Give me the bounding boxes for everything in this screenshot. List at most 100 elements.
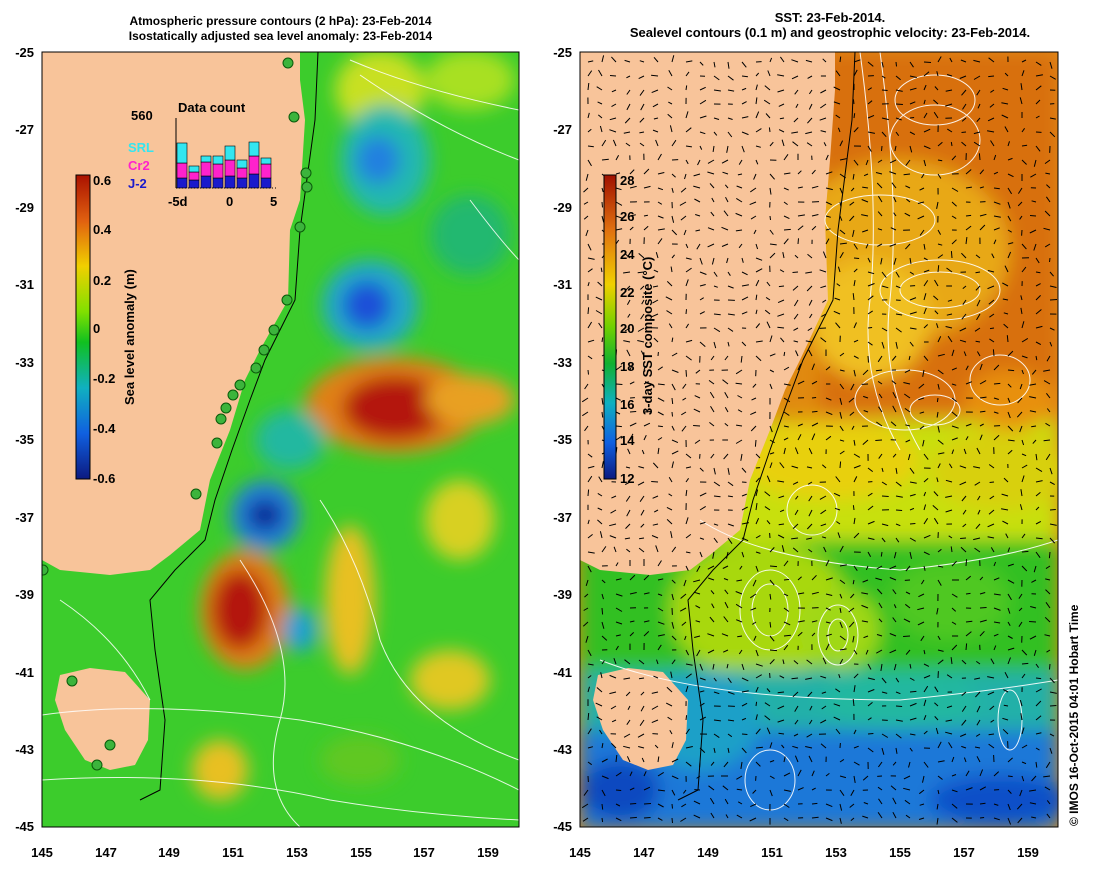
velocity-arrow <box>923 99 926 105</box>
velocity-arrow <box>811 433 816 441</box>
velocity-arrow <box>811 591 819 595</box>
velocity-arrow <box>965 620 973 623</box>
velocity-arrow <box>713 341 717 349</box>
velocity-arrow <box>862 186 869 189</box>
velocity-arrow <box>1007 635 1013 639</box>
velocity-arrow <box>974 481 981 486</box>
velocity-arrow <box>794 447 799 455</box>
velocity-arrow <box>1035 677 1042 680</box>
velocity-arrow <box>920 579 925 585</box>
velocity-arrow <box>1049 663 1051 670</box>
velocity-arrow <box>839 450 845 455</box>
velocity-arrow <box>825 633 832 637</box>
velocity-arrow <box>671 621 675 629</box>
velocity-arrow <box>741 296 749 301</box>
velocity-arrow <box>811 214 819 217</box>
velocity-arrow <box>727 285 734 289</box>
velocity-arrow <box>937 579 942 586</box>
velocity-arrow <box>797 423 803 427</box>
velocity-arrow <box>685 257 692 260</box>
velocity-arrow <box>797 787 804 791</box>
velocity-arrow <box>905 439 911 443</box>
velocity-arrow <box>904 603 911 609</box>
velocity-arrow <box>685 565 689 571</box>
velocity-arrow <box>783 593 789 597</box>
velocity-arrow <box>769 760 775 763</box>
velocity-arrow <box>587 489 590 497</box>
velocity-arrow <box>755 701 758 707</box>
velocity-arrow <box>755 145 761 148</box>
velocity-arrow <box>722 171 729 175</box>
velocity-arrow <box>936 201 939 209</box>
velocity-arrow <box>779 117 785 120</box>
velocity-arrow <box>696 649 701 657</box>
velocity-arrow <box>993 411 999 414</box>
velocity-arrow <box>741 733 748 735</box>
velocity-arrow <box>657 172 665 175</box>
velocity-arrow <box>948 463 953 469</box>
velocity-arrow <box>993 645 997 651</box>
data-count-bar-segment <box>212 177 224 189</box>
velocity-arrow <box>937 659 944 665</box>
velocity-arrow <box>1007 547 1011 553</box>
velocity-arrow <box>959 339 967 343</box>
velocity-arrow <box>713 117 720 120</box>
velocity-arrow <box>601 546 607 553</box>
velocity-arrow <box>791 59 799 63</box>
velocity-arrow <box>917 215 925 220</box>
velocity-arrow <box>805 340 813 343</box>
velocity-arrow <box>727 733 733 738</box>
velocity-arrow <box>726 145 729 153</box>
velocity-arrow <box>808 719 813 725</box>
velocity-arrow <box>961 141 967 147</box>
velocity-arrow <box>825 607 831 611</box>
velocity-arrow <box>1021 727 1025 735</box>
velocity-arrow <box>683 229 687 236</box>
velocity-arrow <box>777 89 785 93</box>
velocity-arrow <box>807 691 813 697</box>
velocity-arrow <box>736 775 743 780</box>
velocity-arrow <box>934 702 939 707</box>
velocity-arrow <box>783 351 786 357</box>
velocity-arrow <box>951 437 958 441</box>
velocity-arrow <box>1045 565 1051 570</box>
lon-tick: 159 <box>1017 845 1039 860</box>
velocity-arrow <box>903 173 911 176</box>
velocity-arrow <box>965 787 973 791</box>
velocity-arrow <box>665 296 673 301</box>
velocity-arrow <box>1035 715 1042 721</box>
velocity-arrow <box>1019 215 1023 220</box>
velocity-arrow <box>863 635 869 639</box>
velocity-arrow <box>769 173 775 180</box>
velocity-arrow <box>1004 265 1009 273</box>
velocity-arrow <box>609 674 617 679</box>
velocity-arrow <box>853 113 856 119</box>
velocity-arrow <box>1049 131 1056 138</box>
velocity-arrow <box>723 210 729 217</box>
velocity-arrow <box>988 464 995 469</box>
velocity-arrow <box>993 215 1001 218</box>
velocity-arrow <box>853 439 856 446</box>
velocity-arrow <box>597 101 603 105</box>
velocity-arrow <box>987 691 995 696</box>
velocity-arrow <box>1049 285 1057 288</box>
velocity-arrow <box>1029 396 1037 399</box>
velocity-arrow <box>849 803 855 808</box>
velocity-arrow <box>867 537 875 540</box>
velocity-arrow <box>991 253 995 259</box>
velocity-arrow <box>822 657 827 665</box>
velocity-arrow <box>640 350 645 357</box>
velocity-arrow <box>783 397 791 403</box>
velocity-arrow <box>961 131 967 133</box>
velocity-arrow <box>792 271 799 273</box>
velocity-arrow <box>1007 141 1010 147</box>
velocity-arrow <box>919 411 925 414</box>
velocity-arrow <box>853 268 858 273</box>
velocity-arrow <box>821 536 827 539</box>
velocity-arrow <box>808 495 813 502</box>
velocity-arrow <box>893 257 897 265</box>
velocity-arrow <box>825 577 833 581</box>
velocity-arrow <box>707 565 715 570</box>
velocity-arrow <box>881 467 884 473</box>
velocity-arrow <box>852 579 855 585</box>
